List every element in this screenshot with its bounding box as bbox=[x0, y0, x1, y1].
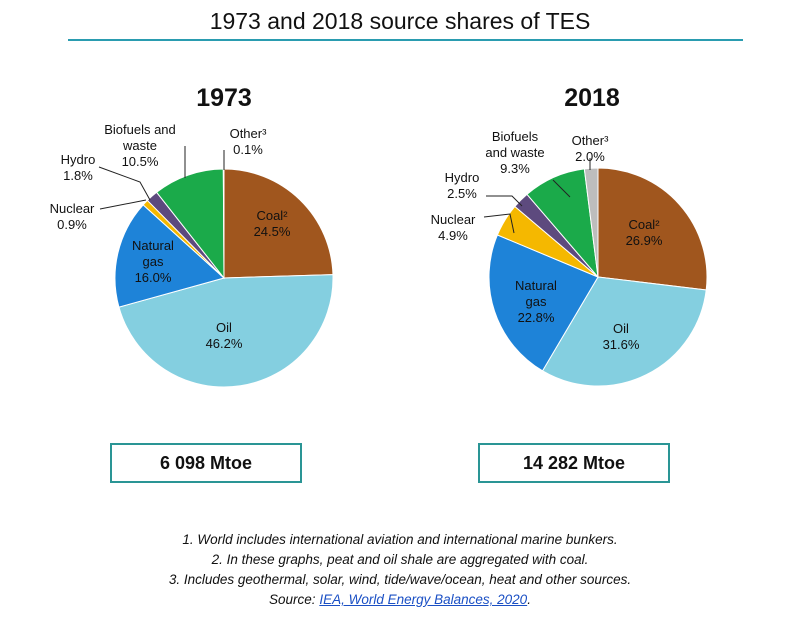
chart-title-2018: 2018 bbox=[564, 84, 620, 112]
chart-title-1973: 1973 bbox=[196, 84, 252, 112]
pie-slice-1973-oil bbox=[118, 274, 334, 388]
pie-slice-2018-other bbox=[583, 167, 599, 278]
total-2018: 14 282 Mtoe bbox=[522, 452, 626, 473]
slice-label-1973-nuclear: Nuclear 0.9% bbox=[50, 201, 95, 232]
page-title: 1973 and 2018 source shares of TES bbox=[209, 8, 591, 34]
footnote-1: 1. World includes international aviation… bbox=[182, 532, 618, 547]
pie-slice-1973-natural-gas bbox=[114, 204, 226, 308]
slice-label-1973-coal: Coal² 24.5% bbox=[254, 208, 291, 239]
slice-label-2018-natural-gas: Natural gas 22.8% bbox=[515, 278, 557, 325]
pie-2018 bbox=[488, 167, 708, 387]
slice-label-2018-nuclear: Nuclear 4.9% bbox=[431, 212, 476, 243]
source-line: Source: IEA, World Energy Balances, 2020… bbox=[0, 590, 800, 610]
pie-slice-1973-other bbox=[222, 168, 225, 279]
total-1973: 6 098 Mtoe bbox=[159, 452, 253, 473]
slice-labels: Coal² 24.5% Oil 46.2% Natural gas 16.0% Nuclear… bbox=[50, 122, 663, 352]
leader-line-2018-1 bbox=[486, 195, 523, 207]
leader-line-2018-0 bbox=[483, 213, 515, 234]
pie-slice-1973-coal bbox=[223, 168, 334, 279]
slice-label-2018-other: Other³ 2.0% bbox=[572, 133, 610, 164]
total-box-1973: 6 098 Mtoe bbox=[110, 443, 302, 483]
slice-label-1973-natural-gas: Natural gas 16.0% bbox=[132, 238, 174, 285]
pie-1973 bbox=[114, 168, 334, 388]
title-divider bbox=[68, 39, 743, 41]
pie-slice-2018-natural-gas bbox=[488, 234, 599, 372]
pie-slice-2018-coal bbox=[597, 167, 708, 291]
slice-label-1973-hydro: Hydro 1.8% bbox=[61, 152, 96, 183]
slice-label-2018-coal: Coal² 26.9% bbox=[626, 217, 663, 248]
leader-line-2018-2 bbox=[552, 179, 571, 198]
footnote-2: 2. In these graphs, peat and oil shale a… bbox=[211, 552, 589, 567]
slice-label-2018-hydro: Hydro 2.5% bbox=[445, 170, 480, 201]
footnote-3: 3. Includes geothermal, solar, wind, tid… bbox=[168, 572, 632, 587]
leader-line-1973-1 bbox=[98, 166, 151, 201]
footnotes: 1. World includes international aviation… bbox=[0, 530, 800, 610]
leader-line-1973-0 bbox=[99, 199, 147, 210]
source-link[interactable]: IEA, World Energy Balances, 2020 bbox=[319, 592, 528, 607]
source-label: Source: bbox=[269, 592, 316, 607]
pie-slice-1973-biofuels-and-waste bbox=[155, 168, 225, 280]
slice-label-2018-oil: Oil 31.6% bbox=[603, 321, 640, 352]
slice-label-1973-other: Other³ 0.1% bbox=[230, 126, 268, 157]
slice-label-2018-biofuels-and-waste: Biofuels and waste 9.3% bbox=[485, 129, 544, 176]
slice-label-1973-oil: Oil 46.2% bbox=[206, 320, 243, 351]
source-suffix: . bbox=[527, 592, 531, 607]
pie-charts: 1973 2018 Coal² 24.5% Oil 46.2% Natural gas 16… bbox=[50, 84, 708, 388]
total-box-2018: 14 282 Mtoe bbox=[478, 443, 670, 483]
pie-slice-2018-oil bbox=[541, 276, 707, 387]
slice-label-1973-biofuels-and-waste: Biofuels and waste 10.5% bbox=[104, 122, 176, 169]
